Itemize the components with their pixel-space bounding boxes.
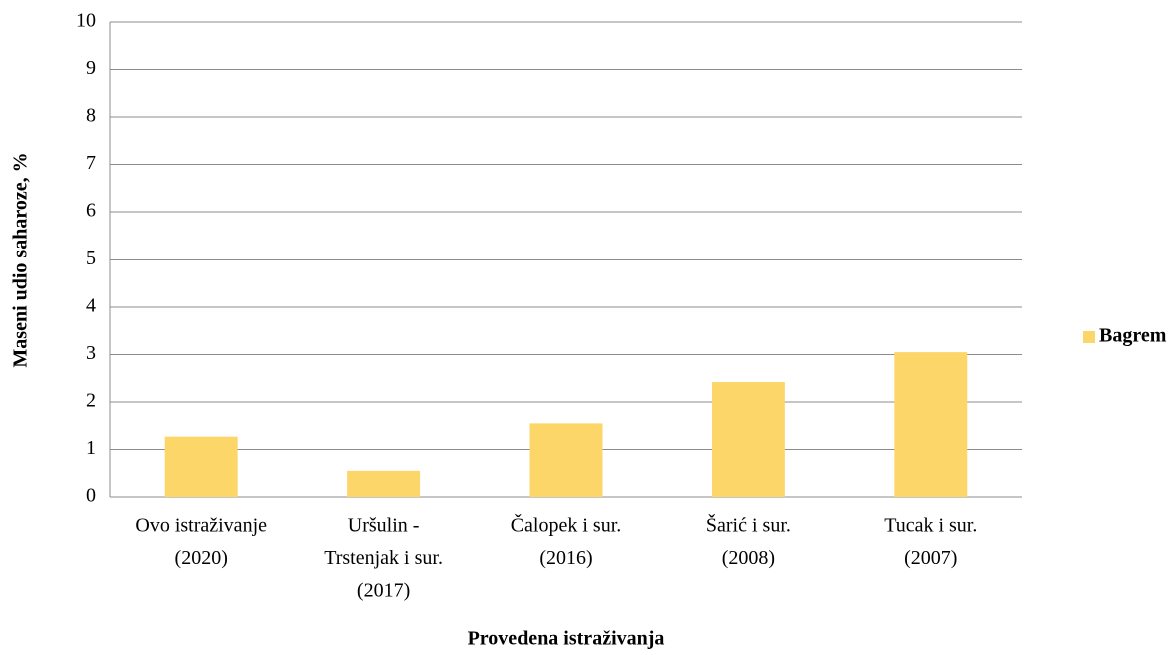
legend-swatch bbox=[1083, 331, 1095, 343]
legend-label: Bagrem bbox=[1099, 325, 1167, 347]
x-tick-label: Šarić i sur. bbox=[706, 513, 791, 537]
y-axis-title: Maseni udio saharoze, % bbox=[10, 152, 32, 367]
y-tick-label: 4 bbox=[86, 295, 96, 317]
bar bbox=[347, 470, 421, 497]
x-tick-label: Ovo istraživanje bbox=[135, 515, 267, 537]
y-tick-label: 2 bbox=[86, 390, 96, 412]
x-tick-label: (2017) bbox=[357, 580, 410, 602]
x-tick-label: (2007) bbox=[904, 547, 957, 569]
y-tick-label: 7 bbox=[86, 152, 96, 174]
x-tick-label: Čalopek i sur. bbox=[511, 513, 622, 537]
x-tick-label: (2016) bbox=[539, 547, 592, 569]
x-tick-label: Tucak i sur. bbox=[884, 515, 977, 537]
x-tick-label: (2008) bbox=[722, 547, 775, 569]
y-tick-label: 8 bbox=[86, 105, 96, 127]
y-tick-label: 6 bbox=[86, 200, 96, 222]
y-tick-label: 5 bbox=[86, 247, 96, 269]
bar bbox=[529, 423, 603, 497]
bar bbox=[711, 382, 785, 497]
bar bbox=[894, 352, 968, 497]
x-tick-label: Trstenjak i sur. bbox=[324, 547, 443, 569]
y-tick-label: 3 bbox=[86, 342, 96, 364]
y-tick-label: 0 bbox=[86, 485, 96, 507]
bar bbox=[164, 436, 238, 497]
x-tick-label: Uršulin - bbox=[348, 515, 420, 537]
y-tick-label: 1 bbox=[86, 437, 96, 459]
y-tick-label: 10 bbox=[76, 10, 96, 32]
y-tick-label: 9 bbox=[86, 57, 96, 79]
x-tick-label: (2020) bbox=[175, 547, 228, 569]
x-axis-title: Provedena istraživanja bbox=[468, 628, 665, 650]
